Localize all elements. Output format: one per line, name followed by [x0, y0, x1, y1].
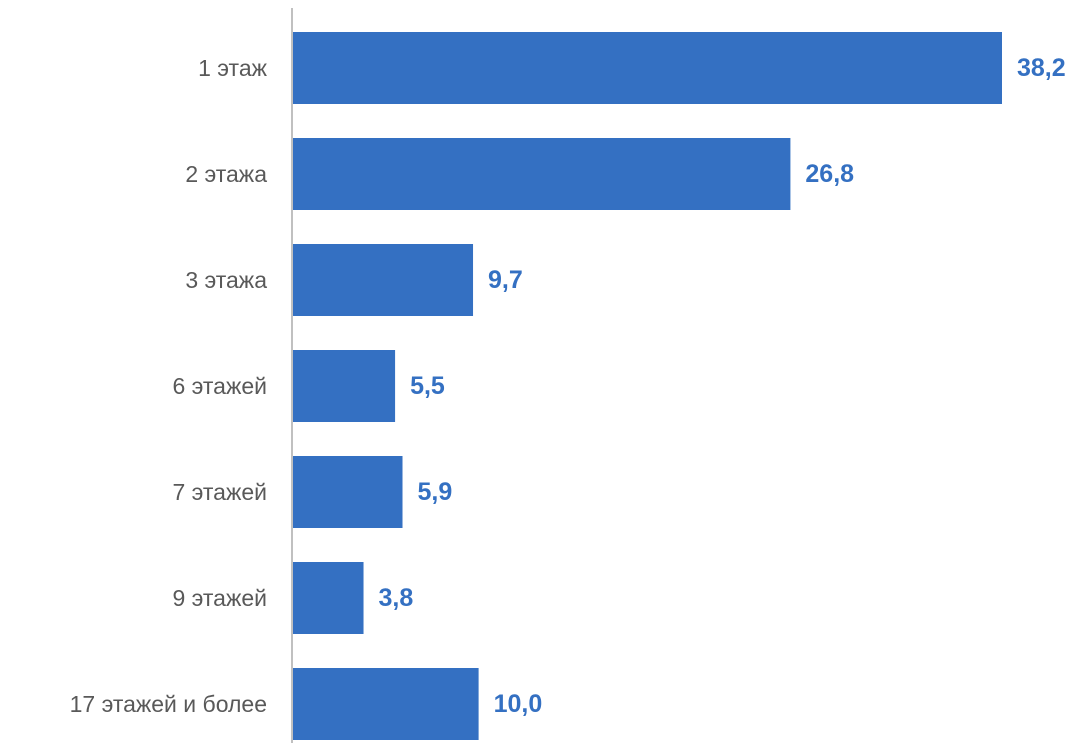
value-label-6: 10,0 [494, 690, 543, 718]
value-label-5: 3,8 [379, 584, 414, 612]
category-label-1: 2 этажа [185, 161, 267, 187]
value-label-2: 9,7 [488, 266, 523, 294]
category-label-5: 9 этажей [172, 585, 267, 611]
value-label-1: 26,8 [805, 160, 854, 188]
bar-5 [293, 562, 364, 634]
category-label-4: 7 этажей [172, 479, 267, 505]
bar-0 [293, 32, 1002, 104]
bar-6 [293, 668, 479, 740]
category-label-3: 6 этажей [172, 373, 267, 399]
value-label-0: 38,2 [1017, 54, 1066, 82]
value-label-4: 5,9 [418, 478, 453, 506]
bar-2 [293, 244, 474, 316]
bar-1 [293, 138, 791, 210]
bar-3 [293, 350, 396, 422]
category-label-0: 1 этаж [198, 55, 267, 81]
bar-4 [293, 456, 403, 528]
bars-layer [293, 32, 1002, 740]
labels-layer: 1 этаж 38,2 2 этажа 26,8 3 этажа 9,7 6 этажей 5… [70, 54, 1066, 718]
category-label-2: 3 этажа [185, 267, 267, 293]
category-label-6: 17 этажей и более [70, 691, 267, 717]
value-label-3: 5,5 [410, 372, 445, 400]
